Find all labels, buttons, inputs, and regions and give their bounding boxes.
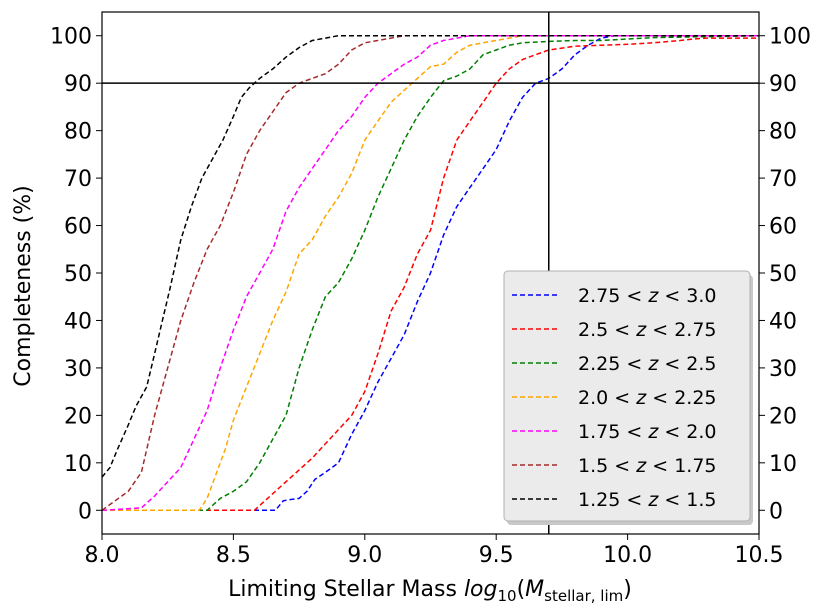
x-tick-label: 8.0 bbox=[85, 543, 120, 568]
series-line-2 bbox=[102, 34, 760, 512]
y-tick-label-left: 50 bbox=[64, 262, 92, 287]
x-tick-labels: 8.0 8.5 9.0 9.5 10.0 10.5 bbox=[85, 543, 784, 568]
y-tick-label-right: 20 bbox=[769, 404, 797, 429]
y-tick-label-right: 40 bbox=[769, 309, 797, 334]
y-tick-label-right: 70 bbox=[769, 167, 797, 192]
legend: 2.75 < z < 3.0 2.5 < z < 2.75 2.25 < z < 2… bbox=[503, 270, 753, 525]
y-tick-label-left: 30 bbox=[64, 357, 92, 382]
y-tick-labels-right: 0 10 20 30 40 50 60 70 80 90 100 bbox=[769, 25, 811, 525]
y-tick-label-left: 60 bbox=[64, 215, 92, 240]
legend-box bbox=[503, 270, 751, 522]
legend-label-6: 1.25 < z < 1.5 bbox=[578, 489, 717, 511]
series-line-1 bbox=[102, 37, 759, 512]
y-tick-label-right: 90 bbox=[769, 72, 797, 97]
x-tick-label: 9.5 bbox=[479, 543, 514, 568]
x-tick-label: 8.5 bbox=[216, 543, 251, 568]
y-tick-label-right: 30 bbox=[769, 357, 797, 382]
tick-marks bbox=[96, 35, 765, 540]
legend-label-3: 2.0 < z < 2.25 bbox=[578, 387, 717, 409]
x-tick-label: 10.0 bbox=[603, 543, 652, 568]
y-tick-label-right: 0 bbox=[769, 499, 783, 524]
series-line-4 bbox=[101, 34, 759, 512]
plot-frame bbox=[101, 11, 760, 535]
y-tick-label-right: 50 bbox=[769, 262, 797, 287]
series-line-0 bbox=[102, 34, 759, 512]
y-axis-label: Completeness (%) bbox=[11, 185, 36, 387]
legend-label-2: 2.25 < z < 2.5 bbox=[578, 353, 717, 375]
x-tick-label: 10.5 bbox=[735, 543, 784, 568]
y-tick-label-left: 90 bbox=[64, 72, 92, 97]
y-tick-label-right: 10 bbox=[769, 452, 797, 477]
legend-label-4: 1.75 < z < 2.0 bbox=[578, 421, 717, 443]
y-tick-label-right: 100 bbox=[769, 25, 811, 50]
series-line-6 bbox=[101, 34, 759, 478]
series-lines bbox=[101, 34, 760, 512]
y-tick-label-left: 10 bbox=[64, 452, 92, 477]
y-tick-label-right: 60 bbox=[769, 215, 797, 240]
y-tick-label-left: 40 bbox=[64, 309, 92, 334]
legend-label-0: 2.75 < z < 3.0 bbox=[578, 285, 717, 307]
series-line-5 bbox=[101, 34, 759, 511]
y-tick-label-right: 80 bbox=[769, 120, 797, 145]
y-tick-label-left: 0 bbox=[78, 499, 92, 524]
y-tick-label-left: 70 bbox=[64, 167, 92, 192]
legend-label-1: 2.5 < z < 2.75 bbox=[578, 319, 717, 341]
legend-label-5: 1.5 < z < 1.75 bbox=[578, 455, 717, 477]
y-tick-label-left: 100 bbox=[50, 25, 92, 50]
y-tick-labels-left: 0 10 20 30 40 50 60 70 80 90 100 bbox=[50, 25, 92, 525]
y-tick-label-left: 20 bbox=[64, 404, 92, 429]
series-line-3 bbox=[102, 34, 759, 512]
x-tick-label: 9.0 bbox=[347, 543, 382, 568]
x-axis-label: Limiting Stellar Mass log10(Mstellar, li… bbox=[228, 577, 632, 605]
y-tick-label-left: 80 bbox=[64, 120, 92, 145]
